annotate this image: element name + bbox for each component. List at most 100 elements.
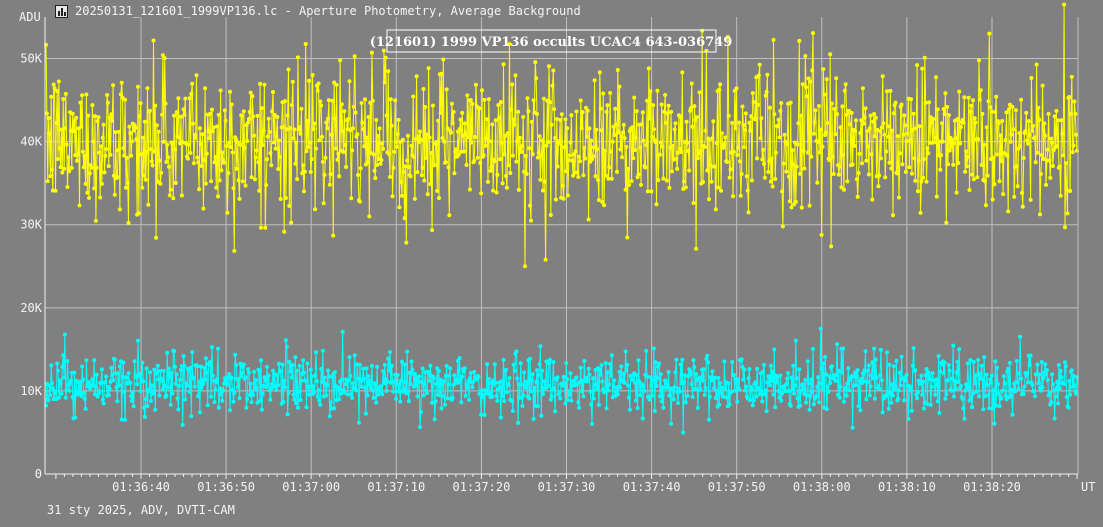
data-point [251, 392, 256, 397]
data-point [231, 399, 236, 404]
data-point [742, 367, 747, 372]
data-point [762, 392, 767, 397]
data-point [551, 360, 556, 365]
data-point [828, 52, 833, 57]
data-point [105, 100, 110, 105]
data-point [183, 96, 188, 101]
data-point [890, 382, 895, 387]
data-point [712, 386, 717, 391]
data-point [426, 371, 431, 376]
data-point [879, 378, 884, 383]
data-point [424, 132, 429, 137]
data-point [936, 354, 941, 359]
data-point [361, 127, 366, 132]
data-point [386, 69, 391, 74]
data-point [413, 383, 418, 388]
data-point [260, 391, 265, 396]
data-point [799, 389, 803, 393]
data-point [439, 71, 444, 76]
data-point [909, 171, 914, 176]
data-point [174, 372, 179, 377]
data-point [854, 118, 858, 123]
data-point [1041, 375, 1046, 380]
data-point [900, 162, 905, 167]
data-point [779, 101, 784, 105]
data-point [926, 370, 931, 375]
lightcurve-app-icon [55, 5, 68, 18]
data-point [130, 390, 135, 395]
data-point [164, 393, 169, 398]
data-point [274, 134, 279, 139]
data-point [986, 99, 991, 104]
data-point [886, 134, 891, 139]
data-point [919, 373, 924, 378]
data-point [629, 179, 634, 184]
data-point [522, 370, 527, 375]
data-point [730, 121, 735, 125]
data-point [243, 183, 248, 188]
data-point [836, 172, 841, 177]
data-point [237, 396, 242, 401]
data-point [64, 142, 69, 147]
data-point [701, 180, 705, 184]
data-point [63, 395, 68, 400]
data-point [750, 387, 754, 392]
data-point [827, 374, 832, 379]
data-point [130, 139, 134, 144]
data-point [53, 391, 58, 395]
data-point [207, 136, 212, 141]
data-point [769, 156, 774, 161]
data-point [283, 338, 288, 343]
data-point [243, 375, 248, 380]
data-point [167, 374, 172, 379]
data-point [136, 211, 141, 216]
data-point [966, 385, 971, 389]
data-point [747, 367, 752, 372]
data-point [822, 92, 827, 97]
data-point [404, 240, 409, 245]
data-point [987, 406, 992, 411]
data-point [365, 393, 370, 398]
data-point [759, 389, 764, 394]
data-point [775, 124, 780, 129]
data-point [849, 110, 854, 115]
data-point [707, 417, 711, 422]
data-point [688, 372, 693, 377]
data-point [378, 384, 383, 389]
data-point [487, 139, 492, 144]
data-point [727, 175, 732, 180]
data-point [1063, 161, 1068, 166]
data-point [903, 123, 907, 128]
data-point [338, 391, 343, 396]
data-point [955, 117, 960, 122]
data-point [762, 175, 767, 180]
y-tick-label: 10K [20, 384, 42, 398]
data-point [297, 125, 302, 130]
data-point [387, 368, 392, 373]
data-point [635, 406, 640, 411]
data-point [622, 136, 627, 141]
data-point [625, 235, 630, 240]
data-point [406, 390, 410, 395]
data-point [680, 357, 685, 362]
data-point [928, 403, 933, 407]
data-point [977, 394, 981, 399]
data-point [921, 175, 926, 180]
x-tick-label: 01:38:00 [793, 480, 851, 494]
data-point [713, 396, 718, 401]
data-point [737, 120, 742, 125]
data-point [585, 108, 590, 113]
data-point [911, 346, 916, 351]
data-point [106, 164, 111, 169]
data-point [878, 129, 883, 133]
data-point [923, 373, 928, 378]
data-point [501, 62, 506, 67]
data-point [840, 104, 845, 109]
data-point [645, 98, 650, 103]
data-point [956, 161, 961, 165]
data-point [737, 159, 742, 164]
data-point [577, 405, 582, 410]
data-point [248, 381, 253, 386]
data-point [467, 376, 472, 381]
data-point [408, 174, 413, 179]
